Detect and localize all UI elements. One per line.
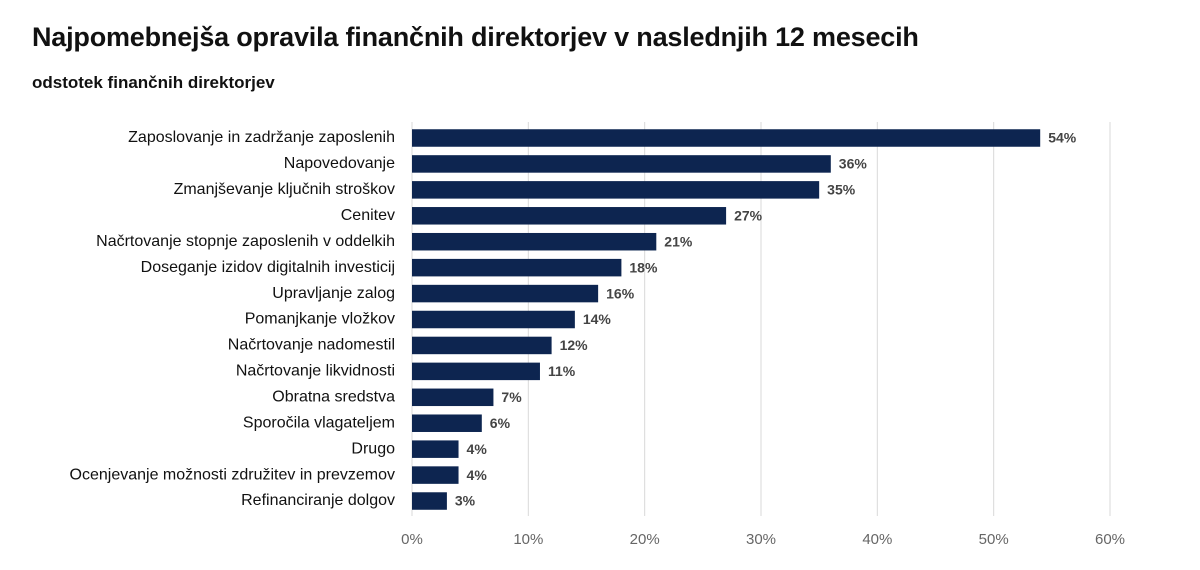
- data-label: 6%: [490, 415, 511, 431]
- x-tick-label: 60%: [1095, 531, 1125, 548]
- bar: [412, 129, 1041, 147]
- data-label: 12%: [560, 337, 589, 353]
- data-label: 54%: [1048, 130, 1077, 146]
- category-labels: Zaposlovanje in zadržanje zaposlenih Napo…: [70, 129, 396, 509]
- data-label: 4%: [467, 467, 488, 483]
- x-tick-label: 30%: [746, 531, 776, 548]
- category-label: Pomanjkanje vložkov: [245, 311, 395, 328]
- data-label: 14%: [583, 311, 612, 327]
- category-label: Napovedovanje: [284, 155, 395, 172]
- bar: [412, 232, 657, 251]
- bar: [412, 258, 622, 277]
- category-label: Načrtovanje nadomestil: [228, 337, 395, 354]
- bar: [412, 414, 482, 432]
- data-label: 16%: [606, 285, 635, 301]
- data-label: 35%: [827, 182, 856, 198]
- category-label: Zaposlovanje in zadržanje zaposlenih: [128, 129, 395, 146]
- bar: [412, 440, 459, 458]
- bar: [412, 362, 540, 381]
- chart-title: Najpomebnejša opravila finančnih direkto…: [32, 22, 919, 52]
- data-label: 18%: [629, 259, 658, 275]
- data-label: 4%: [467, 441, 488, 457]
- bar: [412, 336, 552, 355]
- data-label: 21%: [664, 233, 693, 249]
- data-label: 36%: [839, 156, 868, 172]
- chart-subtitle: odstotek finančnih direktorjev: [32, 73, 275, 92]
- category-label: Refinanciranje dolgov: [241, 492, 395, 509]
- bar: [412, 310, 575, 329]
- data-label: 3%: [455, 493, 476, 509]
- bar: [412, 181, 820, 199]
- category-label: Ocenjevanje možnosti združitev in prevze…: [70, 466, 395, 483]
- category-label: Cenitev: [341, 207, 395, 224]
- x-tick-label: 40%: [862, 531, 892, 548]
- x-tick-label: 10%: [513, 531, 543, 548]
- category-label: Sporočila vlagateljem: [243, 414, 395, 431]
- data-label: 11%: [548, 363, 576, 379]
- bar: [412, 492, 447, 510]
- bar: [412, 155, 831, 173]
- category-label: Načrtovanje stopnje zaposlenih v oddelki…: [96, 233, 395, 250]
- category-label: Obratna sredstva: [272, 389, 395, 406]
- x-tick-label: 0%: [401, 531, 423, 548]
- value-labels: 54%36%35%27%21%18%16%14%12%11%7%6%4%4%3%: [455, 130, 1077, 509]
- bar: [412, 284, 599, 303]
- bar: [412, 466, 459, 484]
- category-label: Doseganje izidov digitalnih investicij: [141, 259, 395, 276]
- x-axis-ticks: 0% 10% 20% 30% 40% 50% 60%: [401, 531, 1125, 548]
- category-label: Upravljanje zalog: [272, 285, 395, 302]
- category-label: Zmanjševanje ključnih stroškov: [174, 181, 395, 198]
- x-tick-label: 20%: [630, 531, 660, 548]
- bar: [412, 207, 727, 225]
- category-label: Drugo: [351, 440, 395, 457]
- data-label: 7%: [501, 389, 522, 405]
- x-tick-label: 50%: [979, 531, 1009, 548]
- bar: [412, 388, 494, 407]
- data-label: 27%: [734, 207, 763, 223]
- category-label: Načrtovanje likvidnosti: [236, 363, 395, 380]
- bars: [412, 129, 1041, 510]
